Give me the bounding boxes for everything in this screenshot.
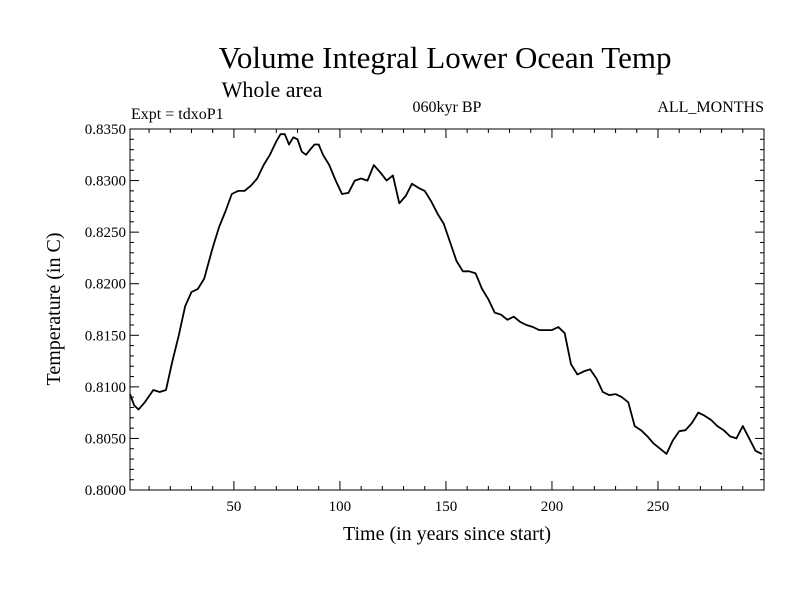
period-label: 060kyr BP [413, 99, 482, 116]
x-axis-ticks [148, 129, 744, 490]
plot-frame [129, 128, 765, 491]
x-axis-tick-labels: 50 100 150 200 250 [226, 499, 669, 515]
series-line-temperature [129, 133, 763, 455]
x-tick-label: 200 [541, 499, 564, 515]
x-tick-label: 150 [435, 499, 458, 515]
x-tick-label: 50 [226, 499, 241, 515]
y-tick-label: 0.8250 [85, 225, 126, 241]
experiment-label: Expt = tdxoP1 [131, 106, 224, 123]
plot-area [129, 128, 765, 491]
months-label: ALL_MONTHS [657, 99, 764, 116]
chart-title: Volume Integral Lower Ocean Temp [219, 40, 672, 75]
x-tick-label: 100 [329, 499, 352, 515]
x-axis-label: Time (in years since start) [343, 523, 551, 545]
y-tick-label: 0.8350 [85, 122, 126, 138]
y-axis-label: Temperature (in C) [43, 233, 65, 386]
y-tick-label: 0.8000 [85, 483, 126, 499]
y-tick-label: 0.8050 [85, 431, 126, 447]
chart-subtitle: Whole area [222, 77, 323, 102]
y-tick-label: 0.8150 [85, 328, 126, 344]
x-tick-label: 250 [647, 499, 670, 515]
y-axis-tick-labels: 0.8000 0.8050 0.8100 0.8150 0.8200 0.8250 0.83… [85, 122, 126, 499]
y-tick-label: 0.8200 [85, 277, 126, 293]
y-tick-label: 0.8300 [85, 174, 126, 190]
y-tick-label: 0.8100 [85, 380, 126, 396]
y-axis-ticks [130, 128, 764, 491]
